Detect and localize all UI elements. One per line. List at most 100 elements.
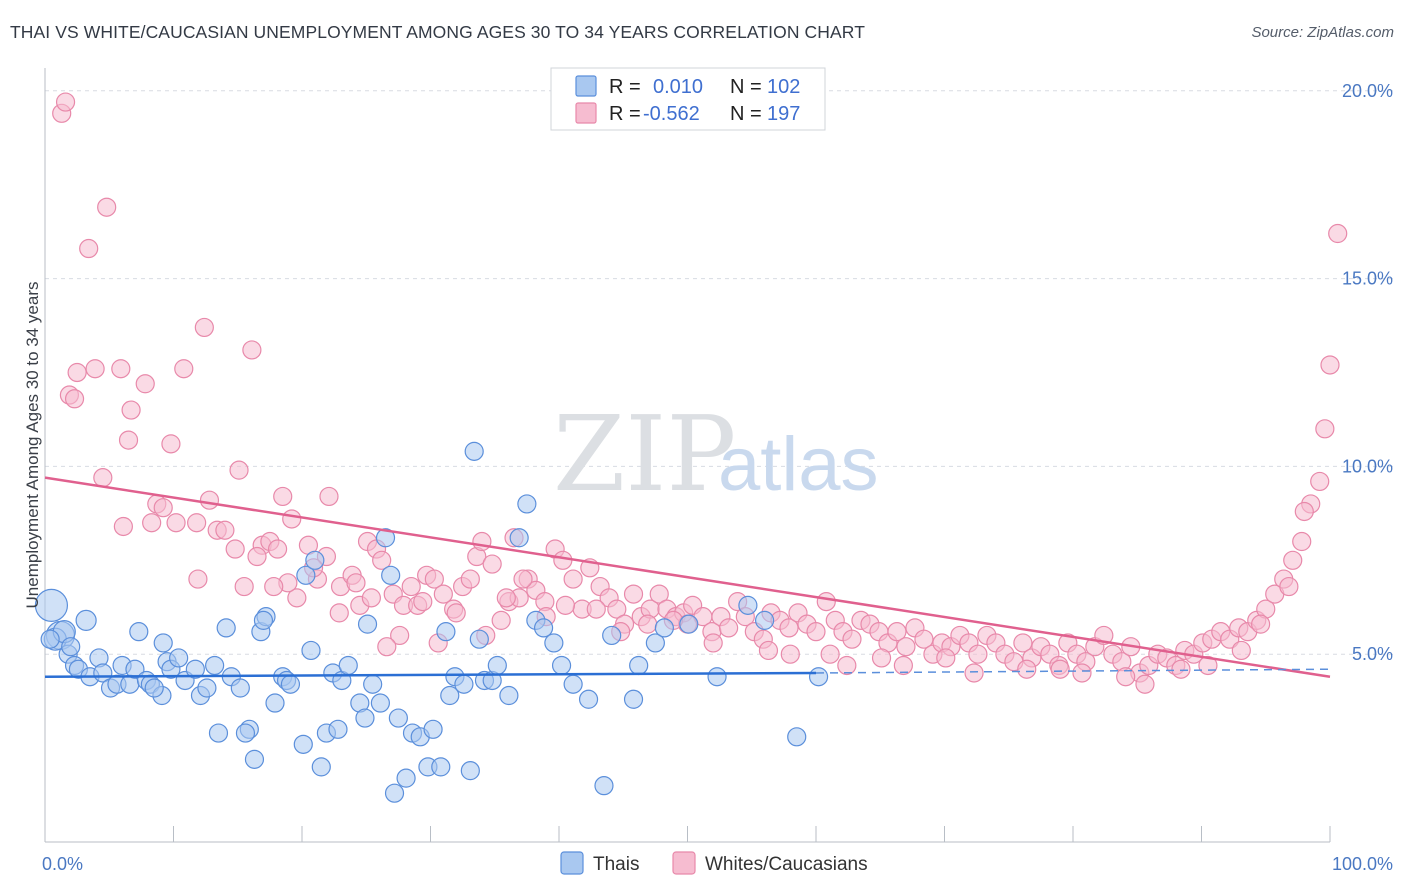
legend-thai-r-label: R = bbox=[609, 76, 641, 98]
white-point-179 bbox=[513, 569, 533, 589]
watermark-atlas: atlas bbox=[718, 422, 879, 507]
thai-point-75 bbox=[469, 629, 489, 649]
white-point-157 bbox=[893, 655, 913, 676]
white-point-110 bbox=[968, 644, 988, 664]
thai-point-87 bbox=[578, 689, 599, 709]
white-point-4 bbox=[194, 317, 214, 338]
y-tick-label-1: 10.0% bbox=[1342, 456, 1393, 476]
white-point-17 bbox=[229, 460, 249, 480]
thai-point-30 bbox=[208, 723, 229, 743]
thai-point-96 bbox=[738, 595, 758, 615]
white-point-188 bbox=[346, 573, 366, 593]
thai-point-98 bbox=[787, 727, 807, 747]
white-point-9 bbox=[135, 374, 155, 394]
thai-point-36 bbox=[244, 749, 265, 769]
thai-point-29 bbox=[205, 655, 225, 676]
white-point-177 bbox=[555, 595, 576, 615]
white-point-56 bbox=[491, 610, 511, 630]
white-point-25 bbox=[142, 513, 162, 533]
bottom-legend-white-swatch bbox=[672, 851, 696, 875]
thai-point-40 bbox=[265, 693, 285, 713]
bottom-legend-thai-swatch bbox=[560, 851, 584, 875]
y-tick-labels: 5.0% 10.0% 15.0% 20.0% bbox=[1342, 81, 1393, 664]
white-point-149 bbox=[1231, 640, 1251, 661]
white-point-150 bbox=[1251, 614, 1271, 634]
thai-point-83 bbox=[533, 618, 554, 638]
white-point-33 bbox=[267, 539, 288, 559]
thai-point-44 bbox=[293, 734, 313, 754]
white-point-64 bbox=[563, 569, 583, 589]
thai-point-80 bbox=[509, 528, 529, 548]
thai-point-28 bbox=[197, 678, 217, 698]
legend-thai-n-value: 102 bbox=[767, 76, 800, 98]
white-point-22 bbox=[282, 509, 302, 529]
white-point-165 bbox=[1017, 659, 1037, 679]
white-point-89 bbox=[779, 618, 799, 638]
white-point-104 bbox=[914, 629, 934, 649]
white-point-16 bbox=[93, 468, 113, 488]
white-point-7 bbox=[85, 359, 105, 379]
thai-point-47 bbox=[305, 550, 325, 570]
white-point-15 bbox=[161, 434, 181, 454]
white-point-27 bbox=[187, 513, 207, 533]
thai-point-81 bbox=[517, 494, 537, 514]
white-point-191 bbox=[287, 588, 307, 608]
axes bbox=[44, 68, 1331, 843]
chart-title: THAI VS WHITE/CAUCASIAN UNEMPLOYMENT AMO… bbox=[10, 22, 865, 42]
white-point-54 bbox=[472, 531, 492, 552]
thai-point-74 bbox=[464, 441, 484, 461]
white-point-115 bbox=[1013, 633, 1033, 653]
thai-point-26 bbox=[185, 659, 205, 679]
thai-point-93 bbox=[654, 618, 674, 638]
white-point-164 bbox=[1072, 663, 1092, 683]
white-point-193 bbox=[264, 576, 284, 597]
white-point-101 bbox=[887, 622, 907, 642]
white-point-187 bbox=[361, 588, 381, 608]
white-point-71 bbox=[623, 584, 644, 604]
white-point-74 bbox=[649, 584, 669, 604]
bottom-legend: Thais Whites/Caucasians bbox=[560, 851, 868, 875]
legend-thai-n-label: N = bbox=[730, 76, 762, 98]
thai-point-60 bbox=[381, 565, 401, 585]
thai-point-73 bbox=[460, 761, 480, 781]
white-point-176 bbox=[586, 599, 606, 619]
white-point-153 bbox=[1315, 419, 1335, 439]
white-point-42 bbox=[372, 550, 392, 570]
thai-point-4 bbox=[75, 609, 97, 631]
x-tick-max: 100.0% bbox=[1332, 854, 1393, 874]
white-point-195 bbox=[234, 576, 254, 597]
thai-point-33 bbox=[230, 678, 250, 698]
thai-point-78 bbox=[487, 655, 507, 676]
legend-box bbox=[550, 67, 826, 131]
white-point-159 bbox=[1050, 659, 1070, 679]
white-point-1 bbox=[55, 92, 76, 112]
thai-point-56 bbox=[363, 674, 383, 694]
source-label: Source: ZipAtlas.com bbox=[1251, 24, 1394, 41]
white-point-21 bbox=[273, 486, 293, 507]
watermark-zip: ZIP bbox=[553, 393, 736, 515]
white-point-5 bbox=[242, 340, 262, 360]
thai-point-16 bbox=[129, 622, 149, 642]
x-tick-labels: 0.0% 100.0% bbox=[42, 854, 1393, 874]
legend-white-r-label: R = bbox=[609, 103, 641, 125]
thai-point-22 bbox=[144, 678, 164, 698]
white-point-189 bbox=[329, 603, 349, 623]
white-point-102 bbox=[896, 637, 916, 657]
white-trend-line bbox=[44, 476, 1331, 678]
thai-point-97 bbox=[754, 610, 775, 630]
thai-point-59 bbox=[375, 528, 396, 548]
white-point-148 bbox=[1310, 471, 1330, 492]
thai-point-86 bbox=[563, 674, 583, 694]
white-point-13 bbox=[121, 400, 141, 420]
thai-point-57 bbox=[357, 614, 378, 634]
thai-point-88 bbox=[594, 776, 614, 796]
white-point-160 bbox=[1116, 667, 1136, 687]
white-point-19 bbox=[153, 498, 173, 518]
thai-point-94 bbox=[679, 614, 699, 634]
white-point-146 bbox=[1292, 531, 1312, 552]
thai-point-43 bbox=[280, 674, 301, 694]
watermark: ZIP atlas bbox=[553, 393, 879, 515]
white-point-145 bbox=[1283, 550, 1303, 570]
gridlines bbox=[45, 90, 1393, 655]
